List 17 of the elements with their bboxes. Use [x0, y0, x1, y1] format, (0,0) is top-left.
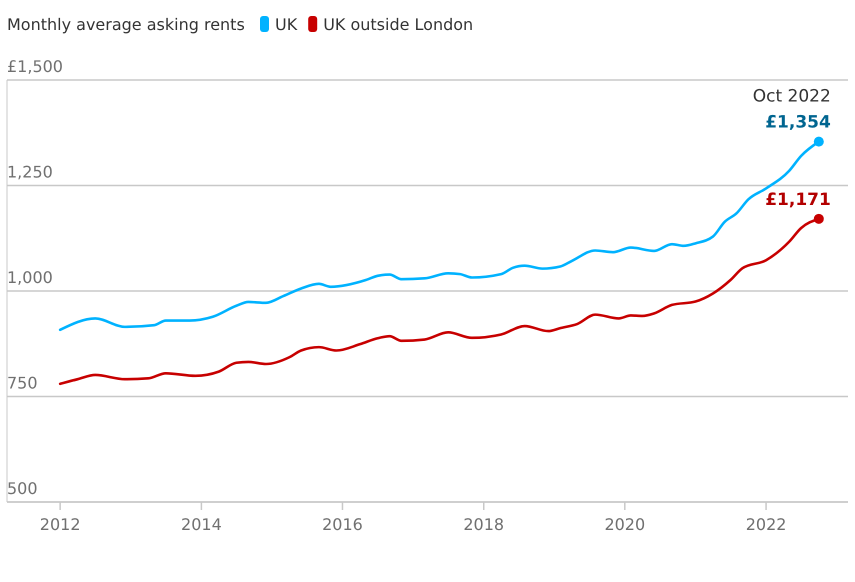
y-tick-label: 500 — [7, 479, 38, 498]
data-label: £1,354 — [765, 112, 831, 133]
x-tick-label: 2014 — [181, 515, 222, 534]
legend-label: UK outside London — [323, 15, 474, 34]
x-tick-label: 2016 — [322, 515, 363, 534]
data-label: £1,171 — [765, 190, 831, 210]
x-tick-label: 2020 — [604, 515, 646, 534]
y-tick-label: 1,250 — [7, 162, 53, 182]
annotation: Oct 2022 — [752, 86, 831, 107]
x-tick-label: 2018 — [463, 515, 504, 534]
y-tick-label: 750 — [7, 374, 38, 392]
y-tick-label: 1,000 — [7, 268, 53, 287]
y-tick-label: £1,500 — [7, 57, 63, 76]
chart-title: Monthly average asking rents — [7, 15, 245, 34]
x-tick-label: 2012 — [40, 515, 80, 534]
legend-label: UK — [275, 15, 298, 34]
x-tick-label: 2022 — [746, 515, 786, 534]
